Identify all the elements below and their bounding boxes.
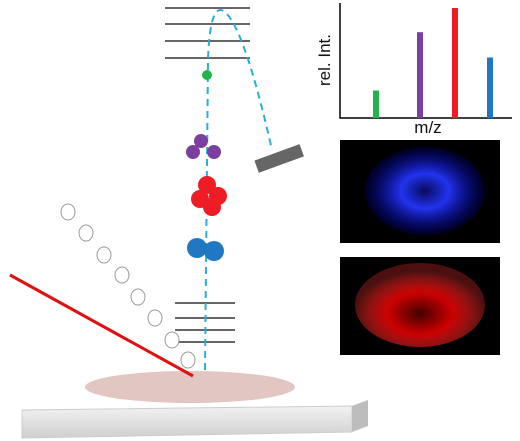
- ion-red: [191, 176, 227, 216]
- matrix-crystals: [60, 203, 196, 369]
- energy-levels-top: [165, 7, 250, 59]
- x-axis-label: m/z: [414, 118, 441, 137]
- detector: [254, 144, 304, 173]
- spectrum-axes: [339, 3, 512, 119]
- mass-spectrum: rel. Int. m/z: [315, 3, 512, 137]
- spectrum-peak: [487, 57, 493, 118]
- ion-purple: [186, 134, 221, 159]
- ion-blue: [187, 238, 224, 261]
- ion-image-blue: [340, 140, 500, 243]
- ion-green: [202, 70, 212, 80]
- laser-beam: [9, 273, 194, 378]
- spectrum-peak: [373, 90, 379, 118]
- ion-path: [204, 9, 273, 371]
- spectrum-peak: [417, 32, 423, 119]
- spectrum-peak: [452, 8, 458, 118]
- y-axis-label: rel. Int.: [315, 34, 334, 86]
- ion-image-red: [340, 257, 500, 355]
- sample-plate: [21, 405, 353, 439]
- sample-plate-side: [352, 400, 368, 432]
- tissue-section: [85, 371, 295, 403]
